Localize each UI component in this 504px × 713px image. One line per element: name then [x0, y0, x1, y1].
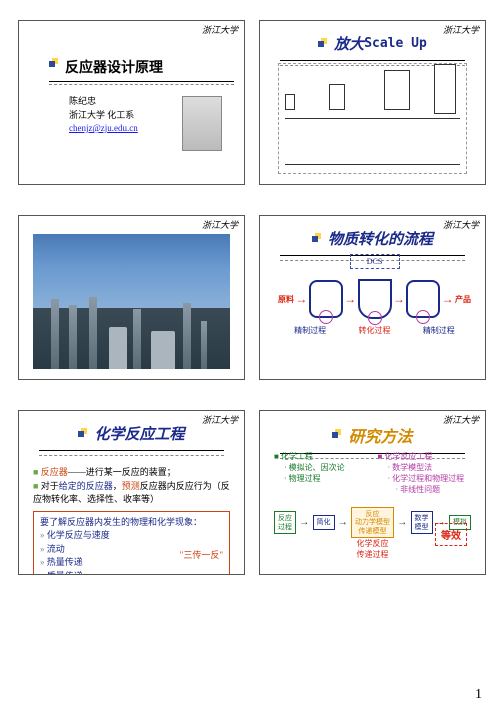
page-number: 1	[475, 687, 482, 703]
purify-vessel	[309, 280, 343, 318]
stage-label: 转化过程	[358, 325, 390, 336]
slide-4: 浙江大学 物质转化的流程 DCS 原料 → → → → 产品 精制过程 转化过程	[259, 215, 486, 380]
university-mark: 浙江大学	[202, 413, 238, 426]
slide-1: 浙江大学 反应器设计原理 陈纪忠 浙江大学 化工系 chenjz@zju.edu…	[18, 20, 245, 185]
flowsheet-diagram: DCS 原料 → → → → 产品 精制过程 转化过程 精制过程	[278, 254, 471, 369]
arrow-icon: →	[338, 517, 348, 528]
col2: ■ 化学反应工程 · 数学模型法 · 化学过程和物理过程 · 非线性问题	[378, 451, 472, 495]
box-item: » 质量传递	[40, 570, 180, 576]
slide-title: 物质转化的流程	[328, 228, 433, 249]
line1: ■ 反应器——进行某一反应的装置；	[33, 466, 230, 480]
flow-node: 数学模型	[411, 511, 433, 534]
arrow-icon: →	[344, 292, 356, 307]
stage-label: 精制过程	[294, 325, 326, 336]
flow-node: 简化	[313, 515, 335, 529]
slide-title: 研究方法	[348, 423, 412, 447]
bullet-icon	[312, 233, 324, 245]
university-mark: 浙江大学	[443, 218, 479, 231]
box-item: » 流动	[40, 543, 180, 557]
university-mark: 浙江大学	[443, 23, 479, 36]
purify-vessel	[406, 280, 440, 318]
plant-photo	[33, 234, 230, 369]
slide-title: 化学反应工程	[94, 423, 184, 444]
line2: ■ 对于给定的反应器，预测反应器内反应行为（反应物转化率、选择性、收率等）	[33, 480, 230, 507]
gear-icon	[319, 310, 333, 324]
bullet-icon	[78, 428, 90, 440]
equivalent-box: 等效	[435, 523, 467, 546]
slide-6: 浙江大学 研究方法 ■ 化学工程 · 模拟论、因次论 · 物理过程 ■ 化学反应…	[259, 410, 486, 575]
arrow-icon: →	[397, 517, 407, 528]
bullet-icon	[49, 58, 61, 70]
flow-node: 反应动力学模型传递模型	[351, 507, 394, 538]
col1: ■ 化学工程 · 模拟论、因次论 · 物理过程	[274, 451, 368, 495]
box-item: » 热量传递	[40, 556, 180, 570]
bottom-mid: 化学反应传递过程	[357, 538, 389, 560]
slide-title-cn: 放大	[334, 33, 364, 54]
box-tag: "三传一反"	[180, 549, 223, 563]
email-link[interactable]: chenjz@zju.edu.cn	[69, 123, 138, 133]
box-head: 要了解反应器内发生的物理和化学现象：	[40, 516, 223, 530]
scaleup-diagram	[278, 63, 467, 174]
reactor-vessel	[358, 279, 392, 319]
bullet-icon	[332, 429, 344, 441]
university-mark: 浙江大学	[202, 23, 238, 36]
slide-title: 反应器设计原理	[65, 57, 163, 77]
box-item: » 化学反应与速度	[40, 529, 180, 543]
slide-3: 浙江大学	[18, 215, 245, 380]
product-label: 产品	[455, 294, 471, 305]
bullet-icon	[318, 38, 330, 50]
slide-5: 浙江大学 化学反应工程 ■ 反应器——进行某一反应的装置； ■ 对于给定的反应器…	[18, 410, 245, 575]
stage-label: 精制过程	[423, 325, 455, 336]
feed-label: 原料	[278, 294, 294, 305]
arrow-icon: →	[299, 517, 309, 528]
gear-icon	[368, 311, 382, 325]
university-mark: 浙江大学	[443, 413, 479, 426]
university-mark: 浙江大学	[202, 218, 238, 231]
industrial-illustration	[182, 96, 222, 151]
arrow-icon: →	[295, 292, 307, 307]
slide-title-en: Scale Up	[364, 36, 427, 51]
flow-node: 反应过程	[274, 511, 296, 534]
arrow-icon: →	[393, 292, 405, 307]
key-points-box: 要了解反应器内发生的物理和化学现象： » 化学反应与速度 » 流动 » 热量传递…	[33, 511, 230, 576]
gear-icon	[416, 310, 430, 324]
dcs-label: DCS	[350, 254, 400, 269]
arrow-icon: →	[442, 292, 454, 307]
slide-2: 浙江大学 放大 Scale Up	[259, 20, 486, 185]
